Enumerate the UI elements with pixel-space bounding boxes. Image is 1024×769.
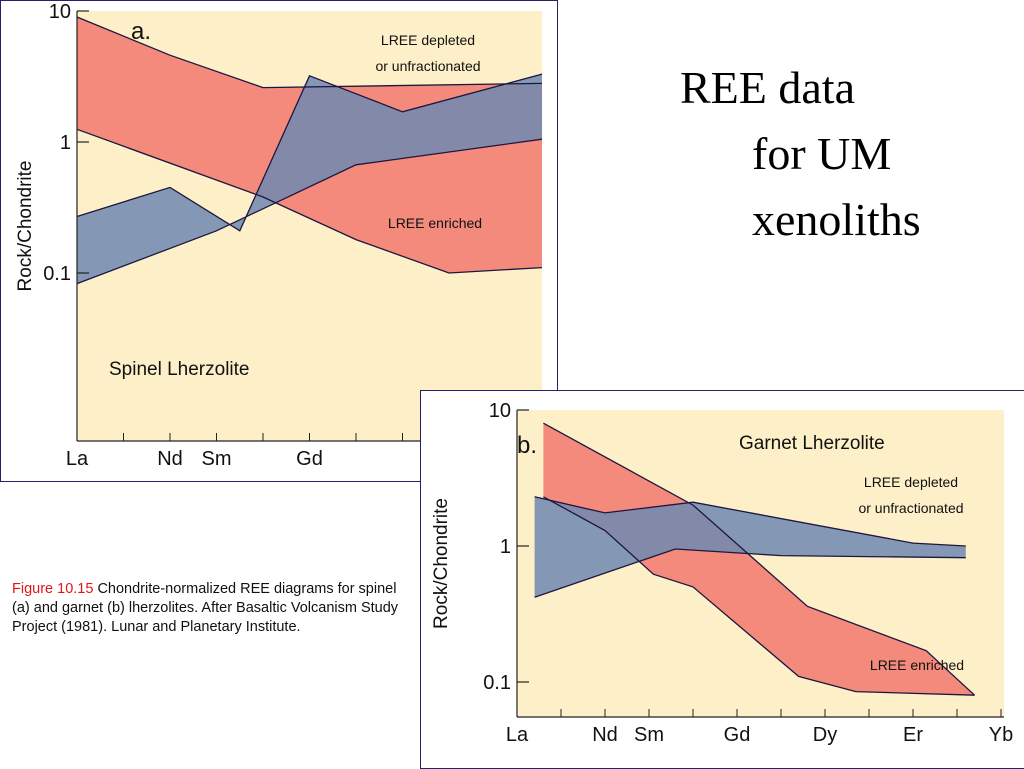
chart-b-y-axis-label: Rock/Chondrite	[431, 498, 452, 629]
chart-b-x-tick-label-nd: Nd	[592, 724, 618, 746]
chart-a-enriched-lower-line	[76, 128, 543, 274]
chart-b-svg: 10 1 0.1 La Nd Sm Gd Dy Er Yb Rock/Chondrite b. Garn…	[431, 400, 1013, 746]
chart-b-x-tick-label-dy: Dy	[813, 724, 837, 746]
chart-b-y-tick-label-2: 0.1	[483, 672, 511, 694]
chart-b-chart-title: Garnet Lherzolite	[739, 433, 885, 454]
slide-title-line-1: REE data	[680, 62, 855, 113]
chart-a-x-tick-label-nd: Nd	[157, 448, 183, 470]
chart-a-enriched-upper-line	[76, 16, 543, 89]
chart-b-x-tick-label-sm: Sm	[634, 724, 664, 746]
chart-panel-a: 10 1 0.1 La Nd Sm Gd Rock/Chondrite a. Spinel Lhe…	[0, 0, 558, 482]
chart-b-annotation-depleted-1: LREE depleted	[864, 474, 958, 490]
chart-b-enriched-lower-line	[543, 496, 975, 696]
chart-a-svg: 10 1 0.1 La Nd Sm Gd Rock/Chondrite a. Spinel Lhe…	[15, 1, 543, 470]
chart-a-x-tick-label-sm: Sm	[202, 448, 232, 470]
chart-b-depleted-upper-line	[534, 496, 966, 547]
chart-a-y-tick-label-1: 1	[60, 132, 71, 154]
chart-b-enriched-upper-line	[543, 422, 976, 696]
slide-title-line-2: for UM	[752, 128, 892, 179]
chart-b-depleted-lower-line	[534, 548, 966, 598]
slide-title: REE data for UM xenoliths	[680, 55, 921, 253]
figure-caption: Figure 10.15 Chondrite-normalized REE di…	[12, 580, 417, 637]
figure-caption-text: Chondrite-normalized REE diagrams for sp…	[12, 581, 399, 635]
chart-b-annotation-depleted-2: or unfractionated	[858, 500, 963, 516]
chart-b-y-tick-label-0: 10	[489, 400, 511, 422]
chart-a-y-tick-label-0: 10	[49, 1, 71, 23]
chart-a-y-axis-label: Rock/Chondrite	[15, 161, 36, 292]
chart-b-panel-label: b.	[517, 432, 537, 459]
chart-b-x-tick-label-yb: Yb	[989, 724, 1013, 746]
chart-a-annotation-depleted-1: LREE depleted	[381, 32, 475, 48]
chart-b-x-tick-label-la: La	[506, 724, 529, 746]
chart-a-x-tick-label-gd: Gd	[296, 448, 323, 470]
chart-a-depleted-upper-line	[76, 73, 543, 232]
chart-b-series-lree-enriched	[543, 423, 975, 696]
chart-panel-b: 10 1 0.1 La Nd Sm Gd Dy Er Yb Rock/Chondrite b. Garn…	[420, 390, 1024, 769]
chart-a-depleted-lower-line	[76, 138, 543, 285]
slide-title-line-3: xenoliths	[752, 194, 921, 245]
chart-a-annotation-enriched: LREE enriched	[388, 215, 482, 231]
chart-b-series-lree-depleted	[534, 496, 966, 598]
chart-b-annotation-enriched: LREE enriched	[870, 657, 964, 673]
figure-label: Figure 10.15	[12, 581, 94, 597]
chart-a-y-tick-label-2: 0.1	[43, 263, 71, 285]
chart-a-annotation-depleted-2: or unfractionated	[375, 58, 480, 74]
chart-a-chart-title: Spinel Lherzolite	[109, 359, 249, 380]
chart-a-series-lree-depleted	[77, 74, 542, 284]
chart-b-x-tick-label-gd: Gd	[724, 724, 751, 746]
chart-b-x-tick-label-er: Er	[903, 724, 923, 746]
chart-a-x-tick-label-la: La	[66, 448, 89, 470]
chart-b-y-tick-label-1: 1	[500, 536, 511, 558]
chart-a-panel-label: a.	[131, 18, 151, 45]
